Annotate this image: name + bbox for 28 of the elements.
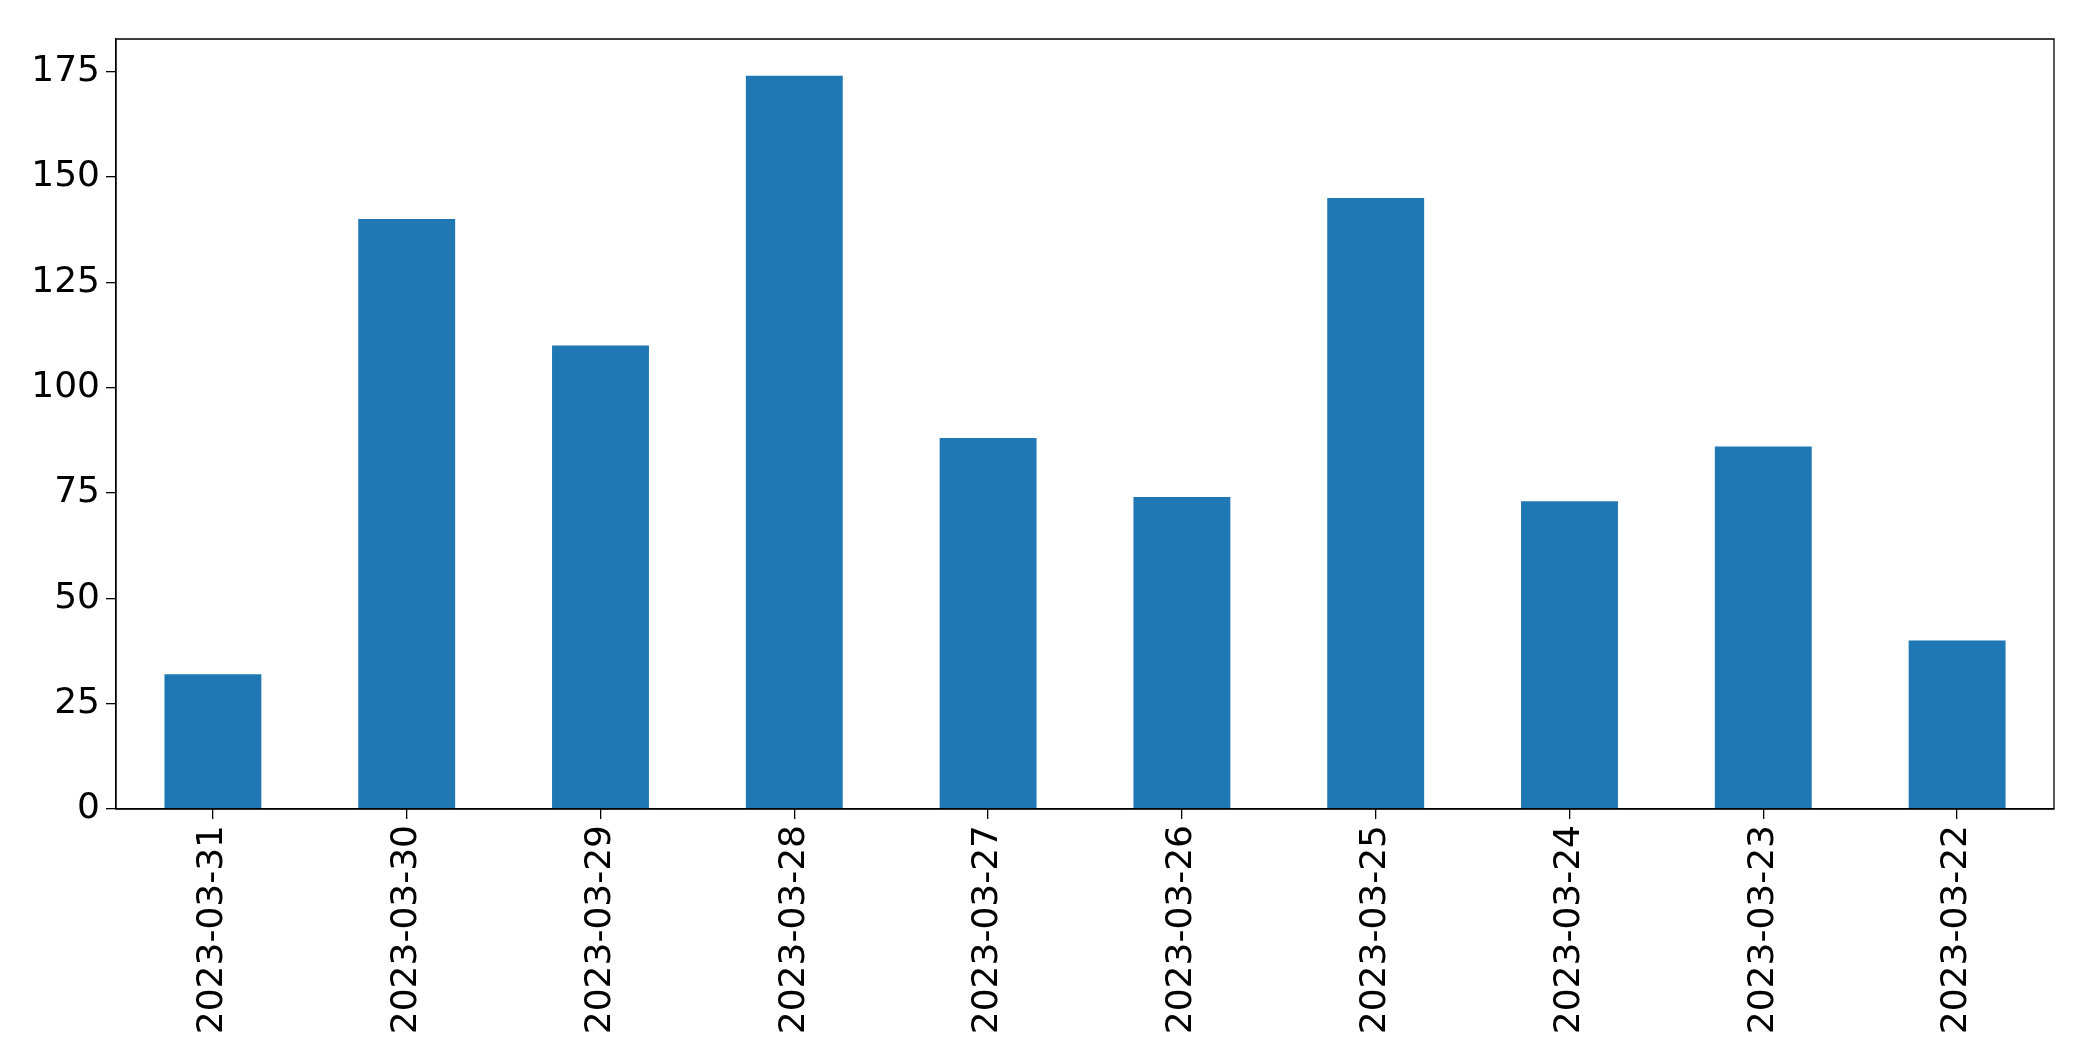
x-tick-label: 2023-03-30 <box>383 825 425 1035</box>
x-tick-label: 2023-03-31 <box>189 825 231 1035</box>
bar <box>1908 640 2006 809</box>
bar <box>552 345 649 809</box>
bar <box>358 218 456 809</box>
x-tick-label: 2023-03-23 <box>1739 825 1781 1035</box>
x-tick-label: 2023-03-28 <box>770 825 812 1035</box>
bar <box>1521 501 1618 809</box>
bar <box>1327 197 1425 809</box>
y-tick-label: 150 <box>31 153 100 195</box>
x-tick-label: 2023-03-25 <box>1352 825 1394 1035</box>
y-tick-label: 50 <box>54 574 100 616</box>
x-tick-label: 2023-03-26 <box>1158 825 1200 1035</box>
y-tick-label: 75 <box>54 469 100 511</box>
y-tick-label: 25 <box>54 680 100 721</box>
x-tick-label: 2023-03-29 <box>576 825 618 1035</box>
bar <box>745 75 843 809</box>
x-tick-label: 2023-03-24 <box>1545 825 1587 1035</box>
y-tick-label: 175 <box>31 47 100 89</box>
bar <box>1714 446 1812 809</box>
bar <box>939 438 1037 809</box>
y-tick-label: 125 <box>31 258 100 300</box>
x-tick-label: 2023-03-27 <box>964 825 1006 1035</box>
bar <box>1133 497 1231 809</box>
x-tick-label: 2023-03-22 <box>1933 825 1975 1035</box>
bar <box>164 674 262 809</box>
y-tick-label: 100 <box>31 363 100 405</box>
y-tick-label: 0 <box>77 785 100 827</box>
